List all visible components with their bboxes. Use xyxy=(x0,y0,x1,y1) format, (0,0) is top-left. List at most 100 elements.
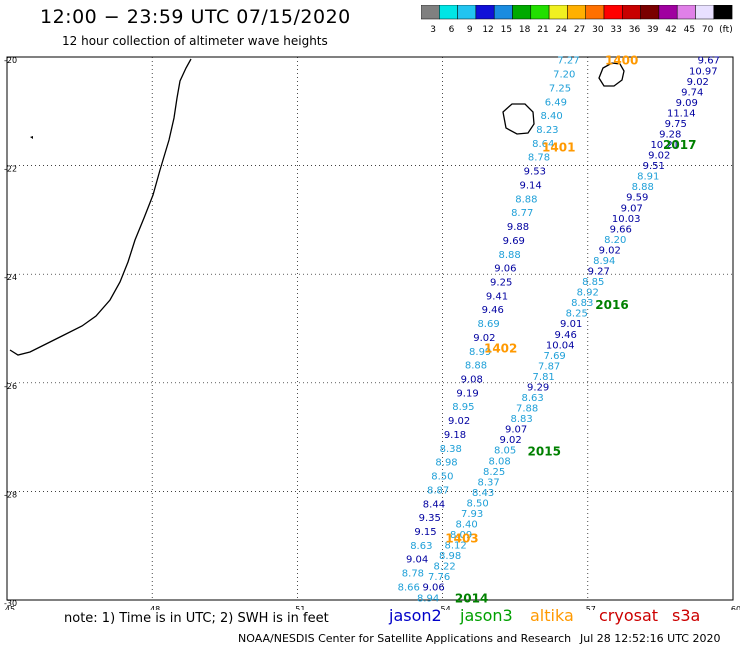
color-scale-label: 24 xyxy=(556,25,568,35)
wave-height-value: 8.22 xyxy=(433,562,455,573)
wave-height-value: 8.77 xyxy=(511,208,533,219)
lon-tick-label: 51 xyxy=(295,605,305,610)
wave-height-value: 7.93 xyxy=(461,509,483,520)
wave-height-value: 8.98 xyxy=(435,458,457,469)
wave-height-value: 8.66 xyxy=(398,582,420,593)
wave-height-value: 9.74 xyxy=(681,87,703,98)
wave-height-value: 7.27 xyxy=(557,56,579,67)
wave-height-value: 9.02 xyxy=(500,435,522,446)
lat-tick-label: -22 xyxy=(4,165,17,174)
color-scale-label: 30 xyxy=(592,25,604,35)
wave-height-value: 8.12 xyxy=(444,541,466,552)
wave-height-value: 9.04 xyxy=(406,555,428,566)
color-scale-label: 6 xyxy=(449,25,455,35)
wave-height-value: 9.53 xyxy=(524,167,546,178)
wave-height-value: 9.51 xyxy=(643,161,665,172)
wave-height-value: 7.20 xyxy=(553,70,575,81)
wave-height-value: 9.14 xyxy=(519,180,541,191)
wave-height-value: 8.44 xyxy=(423,499,445,510)
wave-height-value: 9.02 xyxy=(448,416,470,427)
legend-s3a-label: s3a xyxy=(672,606,701,625)
wave-height-value: 8.05 xyxy=(494,446,516,457)
lon-tick-label: 48 xyxy=(150,605,160,610)
wave-height-value: 8.43 xyxy=(472,488,494,499)
wave-height-value: 9.06 xyxy=(422,583,444,594)
wave-height-value: 9.08 xyxy=(461,375,483,386)
wave-height-value: 8.09 xyxy=(450,530,472,541)
wave-height-value: 9.59 xyxy=(626,193,648,204)
wave-height-value: 10.03 xyxy=(612,214,641,225)
wave-height-value: 9.06 xyxy=(494,264,516,275)
wave-height-value: 9.18 xyxy=(444,430,466,441)
wave-height-value: 8.88 xyxy=(498,250,520,261)
wave-height-value: 8.40 xyxy=(455,520,477,531)
wave-height-value: 9.88 xyxy=(507,222,529,233)
legend-altika: altika xyxy=(530,606,574,625)
wave-height-value: 8.50 xyxy=(466,498,488,509)
wave-height-value: 9.02 xyxy=(648,151,670,162)
wave-height-value: 9.35 xyxy=(419,513,441,524)
wave-height-value: 9.09 xyxy=(676,98,698,109)
wave-height-value: 7.87 xyxy=(538,361,560,372)
wave-height-value: 8.38 xyxy=(440,444,462,455)
wave-height-value: 8.87 xyxy=(427,485,449,496)
wave-height-value: 8.78 xyxy=(402,569,424,580)
wave-height-value: 10.04 xyxy=(546,340,575,351)
wave-height-value: 9.19 xyxy=(456,388,478,399)
color-scale-label: 21 xyxy=(537,25,548,35)
lat-tick-label: -28 xyxy=(4,490,17,499)
map-grid xyxy=(7,57,733,600)
wave-height-value: 9.27 xyxy=(588,267,610,278)
madagascar-coastline xyxy=(9,58,192,356)
land-features xyxy=(9,58,625,356)
wave-height-value: 9.75 xyxy=(665,119,687,130)
wave-height-value: 7.76 xyxy=(428,572,450,583)
wave-height-value: 9.41 xyxy=(486,291,508,302)
wave-height-value: 8.78 xyxy=(528,153,550,164)
wave-height-value: 10.21 xyxy=(650,140,679,151)
wave-height-value: 8.23 xyxy=(536,125,558,136)
wave-height-value: 9.69 xyxy=(503,236,525,247)
wave-height-value: 9.01 xyxy=(560,319,582,330)
wave-height-value: 8.99 xyxy=(469,347,491,358)
wave-height-value: 8.94 xyxy=(417,593,439,604)
wave-height-value: 9.46 xyxy=(482,305,504,316)
lon-tick-label: 45 xyxy=(5,605,15,610)
wave-height-value: 7.81 xyxy=(533,372,555,383)
map-frame xyxy=(6,56,734,601)
footnote: note: 1) Time is in UTC; 2) SWH is in fe… xyxy=(64,611,329,626)
legend-jason2: jason2 xyxy=(389,606,442,625)
pass-time-label: 1400 xyxy=(605,54,638,68)
wave-height-value: 9.15 xyxy=(414,527,436,538)
wave-height-value: 10.97 xyxy=(689,66,718,77)
wave-height-value: 8.95 xyxy=(452,402,474,413)
legend-jason3-label: jason3 xyxy=(460,606,513,625)
wave-height-value: 8.92 xyxy=(577,288,599,299)
color-scale-label: 15 xyxy=(501,25,512,35)
lon-tick-label: 57 xyxy=(586,605,596,610)
color-scale-label: 36 xyxy=(629,25,641,35)
color-scale-label: 27 xyxy=(574,25,585,35)
small-islet xyxy=(30,136,33,139)
credit-line: NOAA/NESDIS Center for Satellite Applica… xyxy=(238,632,572,645)
pass-time-label: 2016 xyxy=(595,298,628,312)
pass-time-label: 1402 xyxy=(484,342,517,356)
color-scale-label: 3 xyxy=(430,25,436,35)
wave-height-value: 9.02 xyxy=(599,245,621,256)
wave-height-value: 6.49 xyxy=(545,97,567,108)
legend-altika-label: altika xyxy=(530,606,574,625)
lat-tick-label: -24 xyxy=(4,273,17,282)
wave-height-value: 9.02 xyxy=(473,333,495,344)
color-scale-label: 12 xyxy=(482,25,493,35)
wave-height-value: 8.37 xyxy=(477,477,499,488)
wave-height-value: 8.83 xyxy=(511,414,533,425)
pass-time-labels: 1400 1401 1402 1403 2017 2016 2015 2014 xyxy=(445,54,696,606)
wave-height-value: 8.20 xyxy=(604,235,626,246)
wave-height-value: 8.40 xyxy=(540,111,562,122)
wave-height-value: 9.66 xyxy=(610,224,632,235)
legend-jason2-label: jason2 xyxy=(389,606,442,625)
wave-height-value: 8.69 xyxy=(477,319,499,330)
wave-height-value: 9.07 xyxy=(505,425,527,436)
legend-s3a: s3a xyxy=(672,606,700,625)
wave-height-value: 9.46 xyxy=(555,330,577,341)
